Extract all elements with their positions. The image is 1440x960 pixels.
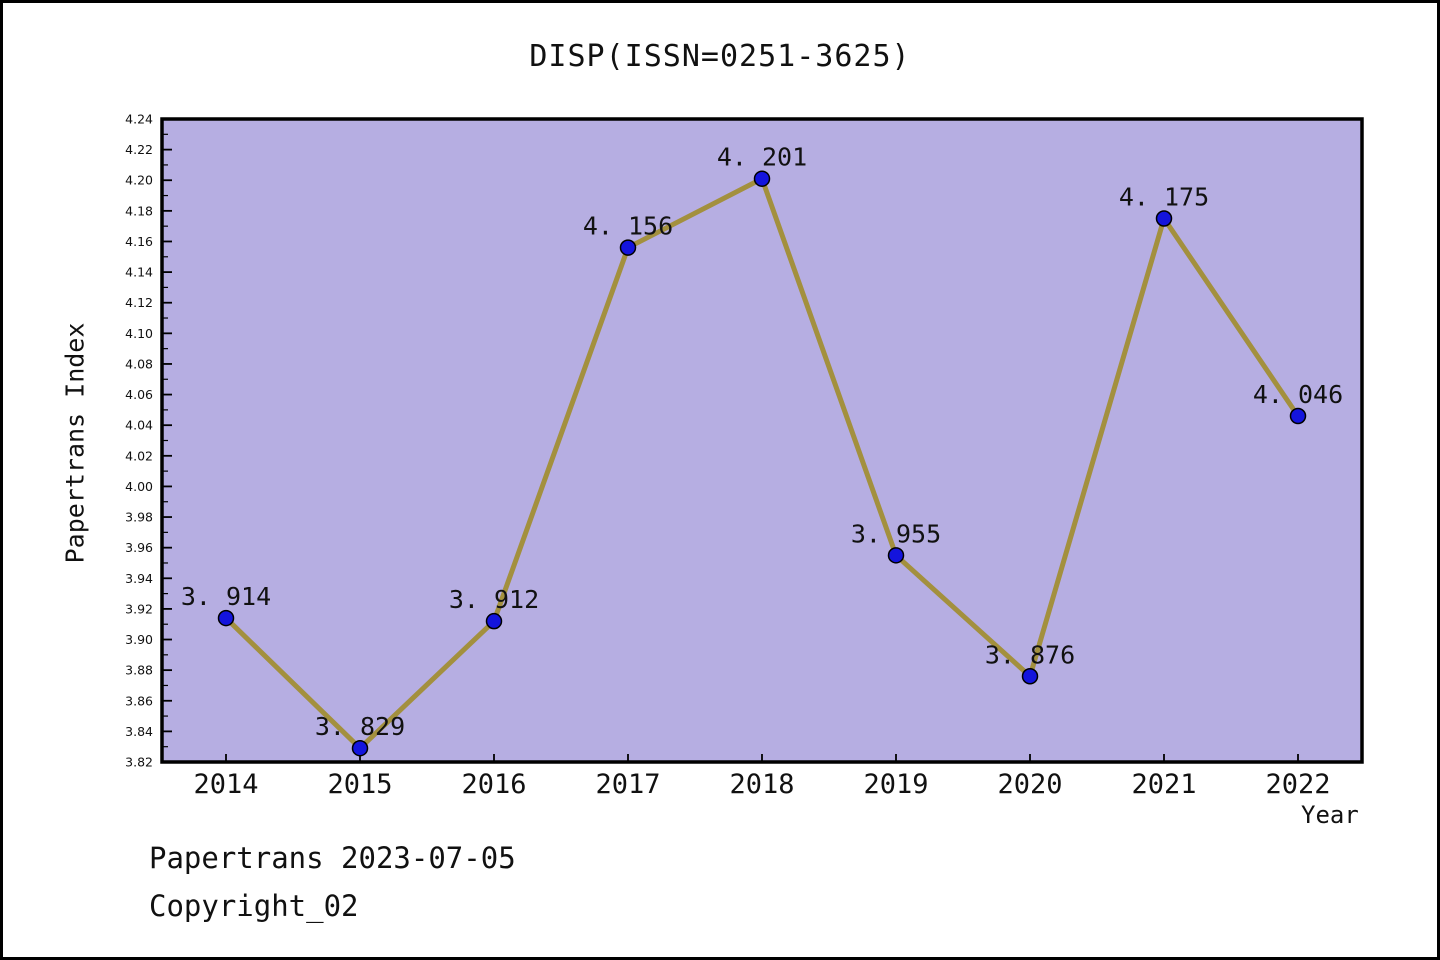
data-point-label: 3. 912 xyxy=(449,585,539,614)
plot-frame xyxy=(160,117,1364,764)
footer-copyright: Copyright_02 xyxy=(149,889,359,923)
y-axis-label: Papertrans Index xyxy=(60,322,90,564)
data-point xyxy=(351,739,369,757)
y-tick-label: 4.02 xyxy=(125,448,153,463)
chart-title: DISP(ISSN=0251-3625) xyxy=(529,39,911,74)
x-tick-label: 2021 xyxy=(1131,769,1196,800)
x-tick-label: 2015 xyxy=(327,769,392,800)
data-point xyxy=(1155,210,1173,227)
y-tick-label: 4.20 xyxy=(125,173,153,188)
y-tick-label: 4.22 xyxy=(125,142,153,157)
line-chart: 3.82 3.84 3.86 3.88 3.90 3.92 3.94 3.96 3.98 4.00… xyxy=(125,112,1364,800)
x-tick-label: 2019 xyxy=(863,769,928,800)
data-point xyxy=(1289,407,1307,425)
data-point xyxy=(753,170,771,187)
y-tick-label: 4.06 xyxy=(125,387,153,402)
y-tick-label: 4.08 xyxy=(125,356,153,371)
y-tick-label: 4.24 xyxy=(125,112,153,127)
y-tick-label: 3.84 xyxy=(125,724,153,739)
data-point-label: 3. 876 xyxy=(985,640,1075,669)
x-tick-label: 2022 xyxy=(1265,769,1330,800)
data-point-label: 4. 175 xyxy=(1119,183,1209,212)
data-point xyxy=(485,612,503,630)
data-point-label: 4. 046 xyxy=(1253,380,1343,409)
data-point-label: 4. 156 xyxy=(583,212,673,241)
plot-area xyxy=(162,119,1362,762)
y-tick-label: 3.94 xyxy=(125,571,153,586)
data-point-label: 3. 955 xyxy=(851,519,941,548)
y-tick-label: 3.88 xyxy=(125,663,153,678)
y-tick-label: 4.04 xyxy=(125,418,153,433)
data-point-label: 4. 201 xyxy=(717,143,807,172)
data-point xyxy=(619,239,637,256)
data-point xyxy=(217,609,235,627)
x-tick-label: 2020 xyxy=(997,769,1062,800)
x-axis-label: Year xyxy=(1301,801,1359,829)
y-tick-label: 4.14 xyxy=(125,265,153,280)
y-tick-label: 3.86 xyxy=(125,693,153,708)
data-point xyxy=(1021,668,1039,685)
y-tick-label: 4.12 xyxy=(125,295,153,310)
y-tick-label: 3.98 xyxy=(125,510,153,525)
data-point-label: 3. 914 xyxy=(181,582,271,611)
x-tick-label: 2018 xyxy=(729,769,794,800)
y-tick-label: 4.00 xyxy=(125,479,153,494)
x-tick-label: 2017 xyxy=(595,769,660,800)
x-tick-label: 2014 xyxy=(193,769,258,800)
y-tick-label: 4.18 xyxy=(125,203,153,218)
x-tick-label: 2016 xyxy=(461,769,526,800)
y-tick-label: 3.82 xyxy=(125,755,153,770)
y-tick-label: 3.96 xyxy=(125,540,153,555)
footer-source-date: Papertrans 2023-07-05 xyxy=(149,841,516,875)
y-tick-label: 3.92 xyxy=(125,601,153,616)
y-tick-label: 4.10 xyxy=(125,326,153,341)
y-tick-label: 3.90 xyxy=(125,632,153,647)
data-point xyxy=(887,547,905,564)
data-point-label: 3. 829 xyxy=(315,712,405,741)
y-tick-label: 4.16 xyxy=(125,234,153,249)
